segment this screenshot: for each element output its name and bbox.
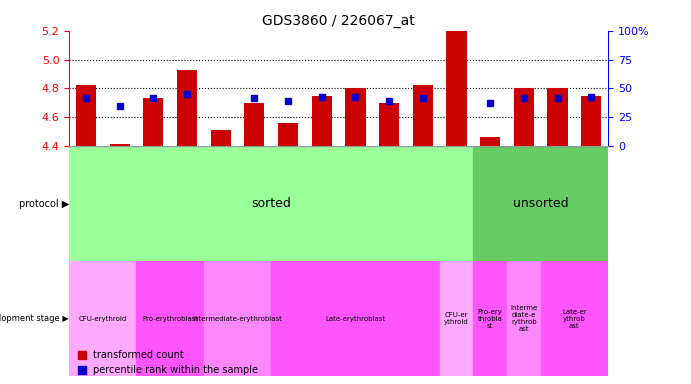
- Bar: [547, 88, 567, 146]
- Text: Interme
diate-e
rythrob
ast: Interme diate-e rythrob ast: [510, 305, 538, 332]
- Bar: [143, 98, 163, 146]
- Text: Intermediate-erythroblast: Intermediate-erythroblast: [193, 316, 283, 322]
- Bar: [473, 261, 507, 376]
- Bar: [177, 70, 197, 146]
- Bar: [507, 261, 540, 376]
- Bar: [473, 146, 608, 261]
- Title: GDS3860 / 226067_at: GDS3860 / 226067_at: [262, 14, 415, 28]
- Bar: [109, 144, 130, 146]
- Bar: [540, 261, 608, 376]
- Text: Late-er
ythrob
ast: Late-er ythrob ast: [562, 309, 587, 329]
- Text: development stage ▶: development stage ▶: [0, 314, 69, 323]
- Text: Late-erythroblast: Late-erythroblast: [325, 316, 386, 322]
- Bar: [379, 103, 399, 146]
- Bar: [245, 103, 265, 146]
- Legend: transformed count, percentile rank within the sample: transformed count, percentile rank withi…: [74, 346, 263, 379]
- Bar: [346, 88, 366, 146]
- Bar: [278, 123, 298, 146]
- Bar: [446, 31, 466, 146]
- Bar: [76, 86, 96, 146]
- Text: CFU-erythroid: CFU-erythroid: [79, 316, 127, 322]
- Text: sorted: sorted: [252, 197, 291, 210]
- Text: CFU-er
ythroid: CFU-er ythroid: [444, 312, 469, 325]
- Bar: [69, 146, 473, 261]
- Bar: [271, 261, 439, 376]
- Bar: [312, 96, 332, 146]
- Text: protocol ▶: protocol ▶: [19, 199, 69, 209]
- Bar: [480, 137, 500, 146]
- Bar: [69, 261, 137, 376]
- Bar: [413, 86, 433, 146]
- Bar: [211, 130, 231, 146]
- Bar: [204, 261, 271, 376]
- Bar: [439, 261, 473, 376]
- Bar: [513, 88, 534, 146]
- Text: Pro-ery
throbla
st: Pro-ery throbla st: [477, 309, 502, 329]
- Bar: [137, 261, 204, 376]
- Text: Pro-erythroblast: Pro-erythroblast: [142, 316, 198, 322]
- Text: unsorted: unsorted: [513, 197, 569, 210]
- Bar: [581, 96, 601, 146]
